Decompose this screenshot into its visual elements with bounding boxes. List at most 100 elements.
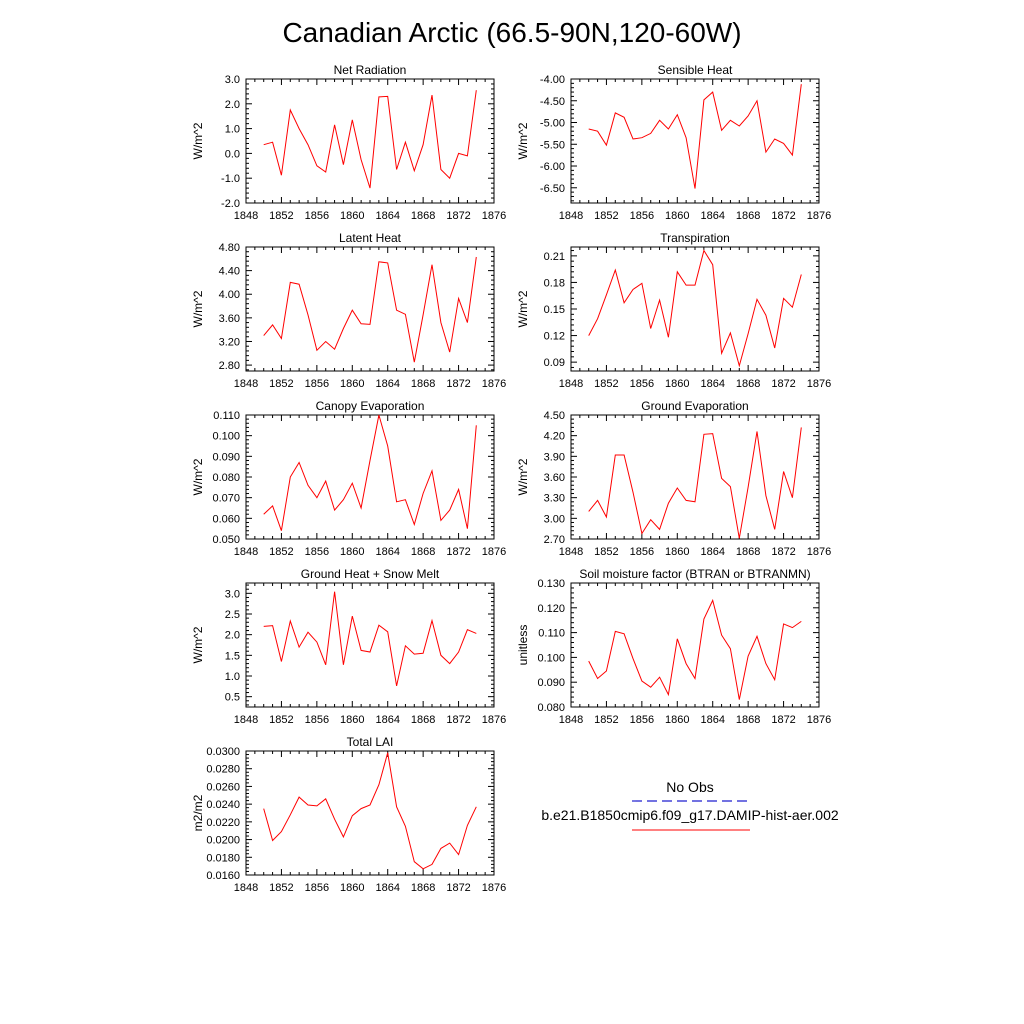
y-tick-label: 2.5	[225, 609, 240, 621]
x-tick-label: 1868	[736, 378, 760, 390]
panel-title: Total LAI	[347, 735, 394, 749]
y-tick-label: 0.0220	[206, 817, 240, 829]
x-tick-label: 1852	[269, 210, 293, 222]
y-tick-label: 0.110	[213, 410, 240, 422]
legend: No Obs b.e21.B1850cmip6.f09_g17.DAMIP-hi…	[541, 779, 839, 831]
panel-title: Ground Heat + Snow Melt	[301, 567, 440, 581]
x-tick-label: 1852	[269, 882, 293, 894]
y-tick-label: -6.50	[540, 183, 565, 195]
y-tick-label: 0.15	[544, 304, 565, 316]
x-tick-label: 1864	[700, 210, 724, 222]
panel: Soil moisture factor (BTRAN or BTRANMN) u…	[516, 567, 831, 726]
panel: Total LAI m2/m2 1848 1852 1856 1860 1864 1868 18…	[191, 735, 506, 894]
panel: Ground Heat + Snow Melt W/m^2 1848 1852 1856…	[191, 567, 506, 726]
x-tick-label: 1848	[559, 378, 583, 390]
panel: Transpiration W/m^2 1848 1852 1856 1860 1864 18…	[516, 231, 831, 390]
panel-title: Latent Heat	[339, 231, 402, 245]
x-tick-label: 1864	[700, 546, 724, 558]
plot-frame	[570, 582, 820, 708]
panel-title: Sensible Heat	[658, 63, 733, 77]
y-axis-label: W/m^2	[516, 458, 530, 495]
y-tick-label: 4.50	[544, 410, 565, 422]
x-tick-label: 1868	[411, 210, 435, 222]
panel-title: Net Radiation	[334, 63, 407, 77]
y-tick-label: 0.0200	[206, 835, 240, 847]
y-tick-label: 0.100	[212, 431, 240, 443]
x-tick-label: 1848	[234, 546, 258, 558]
y-tick-label: -2.0	[221, 198, 240, 210]
series-line	[263, 256, 477, 363]
x-tick-label: 1876	[482, 546, 506, 558]
y-tick-label: 2.80	[219, 360, 240, 372]
y-tick-label: 0.0240	[206, 799, 240, 811]
x-tick-label: 1852	[269, 546, 293, 558]
y-tick-label: -4.00	[540, 74, 565, 86]
x-tick-label: 1864	[375, 546, 399, 558]
panel: Net Radiation W/m^2 1848 1852 1856 1860 1864 18…	[191, 63, 506, 222]
x-tick-label: 1872	[771, 714, 795, 726]
x-tick-label: 1860	[665, 378, 689, 390]
y-tick-label: 2.70	[544, 534, 565, 546]
panel-title: Soil moisture factor (BTRAN or BTRANMN)	[579, 567, 810, 581]
x-tick-label: 1848	[559, 210, 583, 222]
y-tick-label: 1.0	[225, 671, 240, 683]
x-tick-label: 1864	[700, 714, 724, 726]
y-tick-label: 0.130	[537, 578, 565, 590]
y-tick-label: 0.090	[212, 451, 240, 463]
y-tick-label: 0.09	[544, 357, 565, 369]
y-tick-label: 2.0	[225, 630, 240, 642]
panel-title: Transpiration	[660, 231, 730, 245]
y-axis-label: W/m^2	[516, 122, 530, 159]
y-tick-label: 4.80	[219, 242, 240, 254]
x-tick-label: 1868	[411, 546, 435, 558]
x-tick-label: 1852	[594, 714, 618, 726]
y-tick-label: 2.0	[225, 99, 240, 111]
y-tick-label: 3.0	[225, 74, 240, 86]
series-line	[263, 752, 477, 870]
x-tick-label: 1872	[446, 210, 470, 222]
series-line	[263, 591, 477, 687]
y-tick-label: 3.20	[219, 336, 240, 348]
x-tick-label: 1872	[446, 378, 470, 390]
x-tick-label: 1868	[411, 714, 435, 726]
y-tick-label: 1.0	[225, 124, 240, 136]
y-tick-label: 0.12	[544, 331, 565, 343]
x-tick-label: 1868	[411, 378, 435, 390]
panel: Ground Evaporation W/m^2 1848 1852 1856 1860 1…	[516, 399, 831, 558]
x-tick-label: 1856	[305, 210, 329, 222]
x-tick-label: 1876	[482, 882, 506, 894]
x-tick-label: 1852	[594, 378, 618, 390]
panel: Sensible Heat W/m^2 1848 1852 1856 1860 1864 18…	[516, 63, 831, 222]
x-tick-label: 1876	[482, 378, 506, 390]
x-tick-label: 1848	[234, 714, 258, 726]
x-tick-label: 1876	[807, 546, 831, 558]
x-tick-label: 1852	[594, 210, 618, 222]
series-line	[263, 90, 477, 189]
x-tick-label: 1860	[340, 210, 364, 222]
x-tick-label: 1876	[807, 714, 831, 726]
y-tick-label: 4.20	[544, 431, 565, 443]
x-tick-label: 1860	[340, 714, 364, 726]
x-tick-label: 1876	[807, 378, 831, 390]
series-line	[588, 598, 802, 700]
x-tick-label: 1860	[665, 714, 689, 726]
x-tick-label: 1860	[665, 546, 689, 558]
x-tick-label: 1864	[375, 882, 399, 894]
y-tick-label: -6.00	[540, 161, 565, 173]
y-tick-label: 0.110	[538, 628, 565, 640]
x-tick-label: 1852	[269, 714, 293, 726]
x-tick-label: 1860	[340, 882, 364, 894]
series-line	[263, 414, 477, 531]
panel: Latent Heat W/m^2 1848 1852 1856 1860 1864 1868…	[191, 231, 506, 390]
x-tick-label: 1860	[340, 378, 364, 390]
y-axis-label: W/m^2	[516, 290, 530, 327]
panels-group: Net Radiation W/m^2 1848 1852 1856 1860 1864 18…	[191, 63, 831, 894]
x-tick-label: 1876	[807, 210, 831, 222]
x-tick-label: 1876	[482, 714, 506, 726]
x-tick-label: 1872	[771, 378, 795, 390]
y-tick-label: 0.100	[537, 652, 565, 664]
x-tick-label: 1856	[305, 546, 329, 558]
y-tick-label: 3.30	[544, 493, 565, 505]
x-tick-label: 1848	[234, 378, 258, 390]
